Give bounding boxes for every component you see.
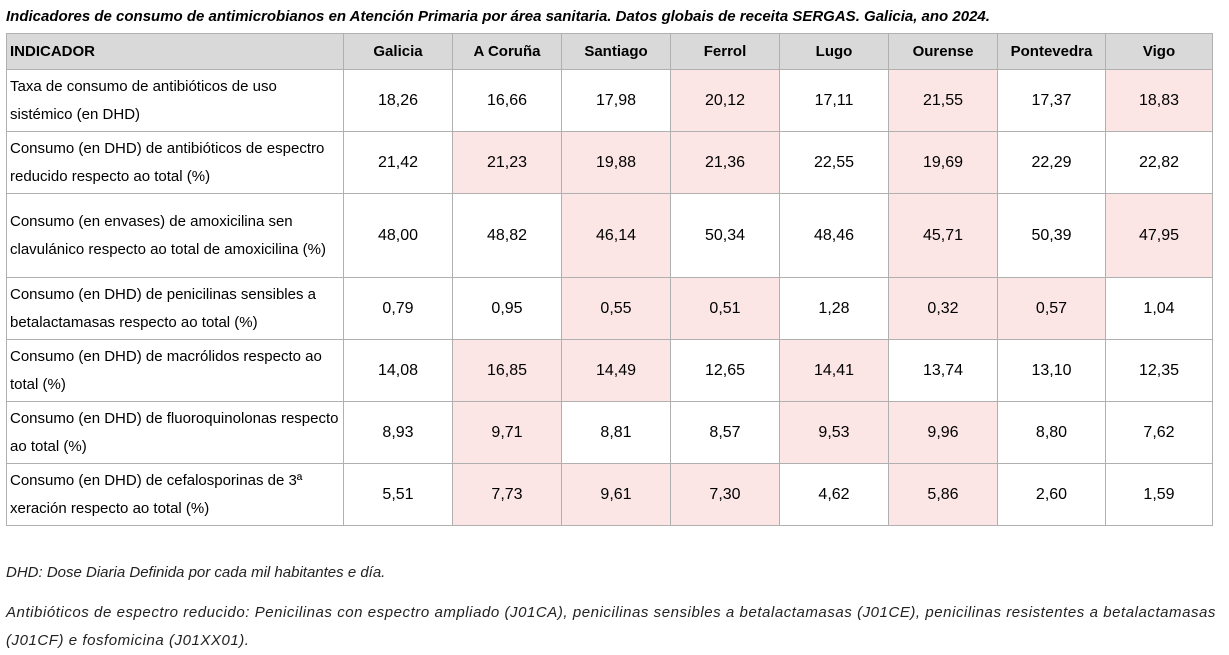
value-cell: 48,46 xyxy=(779,193,889,278)
column-header-galicia: Galicia xyxy=(343,33,453,70)
value-cell: 8,81 xyxy=(561,401,671,464)
value-cell: 0,51 xyxy=(670,277,780,340)
value-cell: 21,23 xyxy=(452,131,562,194)
value-cell: 7,62 xyxy=(1105,401,1213,464)
value-cell: 21,42 xyxy=(343,131,453,194)
value-cell: 2,60 xyxy=(997,463,1106,526)
value-cell: 17,37 xyxy=(997,69,1106,132)
value-cell: 13,74 xyxy=(888,339,998,402)
column-header-ourense: Ourense xyxy=(888,33,998,70)
value-cell: 4,62 xyxy=(779,463,889,526)
value-cell: 0,79 xyxy=(343,277,453,340)
table-row: Consumo (en DHD) de fluoroquinolonas res… xyxy=(6,401,1213,464)
value-cell: 0,55 xyxy=(561,277,671,340)
value-cell: 21,55 xyxy=(888,69,998,132)
value-cell: 16,85 xyxy=(452,339,562,402)
value-cell: 13,10 xyxy=(997,339,1106,402)
header-row: INDICADOR Galicia A Coruña Santiago Ferr… xyxy=(6,33,1213,70)
indicator-label: Consumo (en DHD) de penicilinas sensible… xyxy=(6,277,344,340)
value-cell: 19,69 xyxy=(888,131,998,194)
value-cell: 12,35 xyxy=(1105,339,1213,402)
value-cell: 5,86 xyxy=(888,463,998,526)
table-title: Indicadores de consumo de antimicrobiano… xyxy=(6,8,990,25)
value-cell: 48,00 xyxy=(343,193,453,278)
value-cell: 7,73 xyxy=(452,463,562,526)
value-cell: 45,71 xyxy=(888,193,998,278)
indicator-label: Consumo (en DHD) de macrólidos respecto … xyxy=(6,339,344,402)
value-cell: 0,57 xyxy=(997,277,1106,340)
narrow-spectrum-footnote: Antibióticos de espectro reducido: Penic… xyxy=(6,604,1216,649)
indicators-table: INDICADOR Galicia A Coruña Santiago Ferr… xyxy=(6,33,1213,526)
value-cell: 21,36 xyxy=(670,131,780,194)
value-cell: 14,08 xyxy=(343,339,453,402)
value-cell: 22,55 xyxy=(779,131,889,194)
value-cell: 18,26 xyxy=(343,69,453,132)
value-cell: 19,88 xyxy=(561,131,671,194)
value-cell: 8,80 xyxy=(997,401,1106,464)
value-cell: 9,96 xyxy=(888,401,998,464)
value-cell: 22,29 xyxy=(997,131,1106,194)
column-header-ferrol: Ferrol xyxy=(670,33,780,70)
indicator-label: Consumo (en DHD) de fluoroquinolonas res… xyxy=(6,401,344,464)
column-header-lugo: Lugo xyxy=(779,33,889,70)
value-cell: 14,49 xyxy=(561,339,671,402)
value-cell: 14,41 xyxy=(779,339,889,402)
table-row: Consumo (en DHD) de macrólidos respecto … xyxy=(6,339,1213,402)
value-cell: 22,82 xyxy=(1105,131,1213,194)
indicator-label: Consumo (en DHD) de antibióticos de espe… xyxy=(6,131,344,194)
value-cell: 9,71 xyxy=(452,401,562,464)
value-cell: 9,61 xyxy=(561,463,671,526)
table-row: Taxa de consumo de antibióticos de uso s… xyxy=(6,69,1213,132)
value-cell: 50,39 xyxy=(997,193,1106,278)
column-header-vigo: Vigo xyxy=(1105,33,1213,70)
value-cell: 7,30 xyxy=(670,463,780,526)
indicator-label: Taxa de consumo de antibióticos de uso s… xyxy=(6,69,344,132)
value-cell: 0,95 xyxy=(452,277,562,340)
value-cell: 0,32 xyxy=(888,277,998,340)
column-header-pontevedra: Pontevedra xyxy=(997,33,1106,70)
table-row: Consumo (en envases) de amoxicilina sen … xyxy=(6,193,1213,278)
value-cell: 20,12 xyxy=(670,69,780,132)
value-cell: 9,53 xyxy=(779,401,889,464)
value-cell: 17,98 xyxy=(561,69,671,132)
indicator-label: Consumo (en envases) de amoxicilina sen … xyxy=(6,193,344,278)
table-row: Consumo (en DHD) de antibióticos de espe… xyxy=(6,131,1213,194)
value-cell: 1,28 xyxy=(779,277,889,340)
value-cell: 12,65 xyxy=(670,339,780,402)
value-cell: 48,82 xyxy=(452,193,562,278)
table-row: Consumo (en DHD) de penicilinas sensible… xyxy=(6,277,1213,340)
value-cell: 17,11 xyxy=(779,69,889,132)
value-cell: 18,83 xyxy=(1105,69,1213,132)
column-header-indicador: INDICADOR xyxy=(6,33,344,70)
dhd-footnote: DHD: Dose Diaria Definida por cada mil h… xyxy=(6,564,386,581)
value-cell: 1,59 xyxy=(1105,463,1213,526)
value-cell: 47,95 xyxy=(1105,193,1213,278)
column-header-santiago: Santiago xyxy=(561,33,671,70)
value-cell: 8,57 xyxy=(670,401,780,464)
value-cell: 5,51 xyxy=(343,463,453,526)
column-header-a-coruna: A Coruña xyxy=(452,33,562,70)
value-cell: 50,34 xyxy=(670,193,780,278)
table-row: Consumo (en DHD) de cefalosporinas de 3ª… xyxy=(6,463,1213,526)
value-cell: 46,14 xyxy=(561,193,671,278)
value-cell: 1,04 xyxy=(1105,277,1213,340)
value-cell: 8,93 xyxy=(343,401,453,464)
value-cell: 16,66 xyxy=(452,69,562,132)
indicator-label: Consumo (en DHD) de cefalosporinas de 3ª… xyxy=(6,463,344,526)
